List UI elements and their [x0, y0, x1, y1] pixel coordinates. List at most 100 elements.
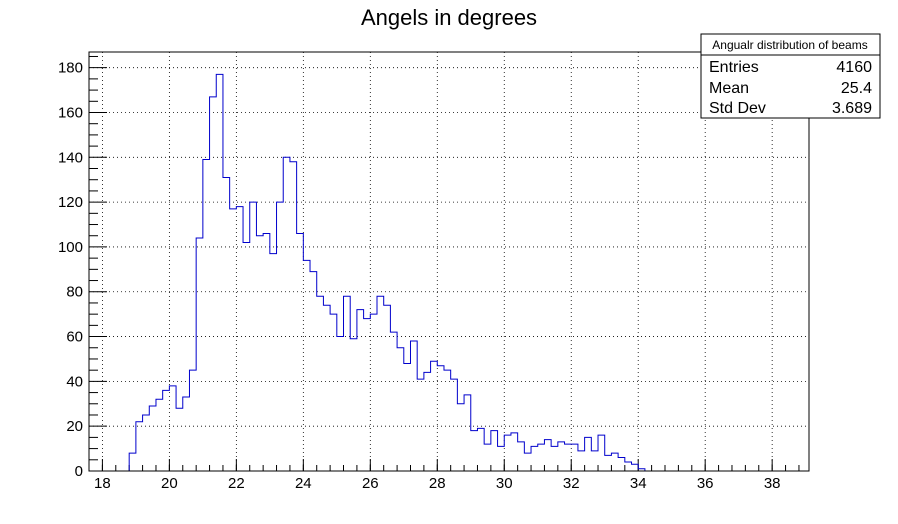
histogram-bin — [477, 428, 484, 471]
histogram-bin — [484, 444, 491, 471]
y-tick-label: 100 — [58, 239, 83, 256]
histogram-bin — [236, 207, 243, 471]
histogram-bin — [498, 446, 505, 471]
histogram-bin — [290, 162, 297, 471]
histogram-bin — [538, 444, 545, 471]
histogram-bin — [136, 422, 143, 471]
histogram-bin — [591, 451, 598, 471]
y-tick-label: 80 — [66, 284, 83, 301]
histogram-bin — [243, 242, 250, 471]
histogram-bin — [377, 296, 384, 471]
stat-entries-value: 4160 — [836, 59, 872, 76]
histogram-bin — [364, 319, 371, 471]
x-tick-label: 38 — [764, 475, 781, 492]
histogram-bin — [404, 363, 411, 471]
histogram-bin — [605, 455, 612, 471]
histogram-bin — [256, 236, 263, 471]
stat-stddev-label: Std Dev — [709, 100, 766, 117]
histogram-bin — [424, 372, 431, 471]
x-tick-label: 32 — [563, 475, 580, 492]
histogram-bin — [451, 379, 458, 471]
x-tick-label: 26 — [362, 475, 379, 492]
histogram-bin — [183, 397, 190, 471]
x-tick-label: 20 — [161, 475, 178, 492]
stat-stddev-value: 3.689 — [832, 100, 872, 117]
histogram-bin — [611, 453, 618, 471]
histogram-bin — [230, 209, 237, 471]
histogram-bin — [471, 431, 478, 471]
histogram-bin — [390, 332, 397, 471]
histogram-bin — [370, 314, 377, 471]
histogram-bin — [437, 366, 444, 471]
plot-frame — [88, 51, 810, 472]
y-tick-label: 140 — [58, 149, 83, 166]
histogram-bin — [357, 310, 364, 471]
histogram-bin — [297, 233, 304, 471]
y-tick-label: 0 — [75, 463, 83, 480]
histogram-bin — [397, 348, 404, 471]
x-tick-label: 34 — [630, 475, 647, 492]
x-tick-label: 28 — [429, 475, 446, 492]
x-tick-label: 36 — [697, 475, 714, 492]
histogram-bin — [277, 202, 284, 471]
histogram-bin — [303, 260, 310, 471]
histogram-bins — [128, 73, 646, 471]
x-tick-label: 22 — [228, 475, 245, 492]
histogram-bin — [263, 233, 270, 471]
histogram-bin — [163, 390, 170, 471]
histogram-bin — [491, 431, 498, 471]
histogram-bin — [216, 74, 223, 471]
histogram-outline — [128, 73, 646, 471]
histogram-bin — [250, 202, 257, 471]
histogram-bin — [156, 399, 163, 471]
histogram-bin — [350, 339, 357, 471]
histogram-bin — [511, 433, 518, 471]
x-tick-label: 24 — [295, 475, 312, 492]
histogram-bin — [551, 446, 558, 471]
histogram-bin — [203, 160, 210, 471]
y-tick-label: 40 — [66, 373, 83, 390]
y-tick-label: 60 — [66, 329, 83, 346]
grid-lines — [89, 52, 809, 471]
histogram-bin — [344, 296, 351, 471]
histogram-bin — [571, 444, 578, 471]
histogram-bin — [524, 453, 531, 471]
histogram-bin — [410, 341, 417, 471]
histogram-bin — [464, 395, 471, 471]
x-tick-label: 30 — [496, 475, 513, 492]
histogram-bin — [189, 370, 196, 471]
histogram-bin — [223, 177, 230, 471]
histogram-bin — [310, 272, 317, 471]
y-tick-label: 120 — [58, 194, 83, 211]
histogram-bin — [504, 435, 511, 471]
histogram-bin — [625, 462, 632, 471]
histogram-bin — [544, 440, 551, 471]
histogram-bin — [384, 305, 391, 471]
chart-title: Angels in degrees — [361, 5, 537, 30]
y-tick-labels: 0 20 40 60 80 100 120 140 160 180 — [58, 60, 83, 480]
x-tick-label: 18 — [94, 475, 111, 492]
histogram-bin — [558, 442, 565, 471]
histogram-bin — [176, 408, 183, 471]
histogram-bin — [270, 254, 277, 471]
stat-mean-value: 25.4 — [841, 80, 872, 97]
histogram-bin — [337, 337, 344, 471]
stat-mean-label: Mean — [709, 80, 749, 97]
histogram-bin — [143, 415, 150, 471]
stats-box-title: Angualr distribution of beams — [712, 38, 867, 52]
histogram-bin — [565, 444, 572, 471]
histogram-bin — [444, 370, 451, 471]
histogram-bin — [323, 305, 330, 471]
histogram-bin — [578, 451, 585, 471]
stats-box: Angualr distribution of beams Entries 41… — [700, 33, 881, 119]
histogram-bin — [330, 314, 337, 471]
histogram-bin — [417, 379, 424, 471]
histogram-bin — [149, 406, 156, 471]
histogram-bin — [518, 442, 525, 471]
histogram-bin — [598, 435, 605, 471]
histogram-bin — [196, 238, 203, 471]
histogram-bin — [283, 157, 290, 471]
histogram-bin — [632, 464, 639, 471]
y-tick-label: 20 — [66, 418, 83, 435]
